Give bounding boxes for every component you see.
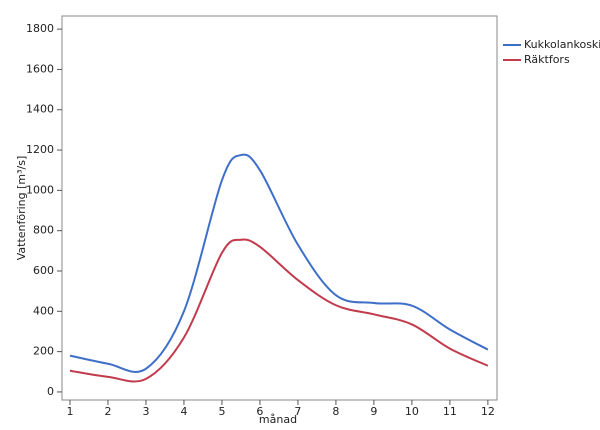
x-tick-label: 2 <box>104 405 111 418</box>
y-tick-label: 800 <box>33 224 54 237</box>
line <box>69 238 489 383</box>
y-tick-label: 1000 <box>26 183 54 196</box>
x-tick-label: 9 <box>370 405 377 418</box>
legend-label: Kukkolankoski <box>524 38 600 51</box>
x-tick-label: 6 <box>256 405 263 418</box>
line <box>69 153 489 373</box>
y-tick-label: 1400 <box>26 103 54 116</box>
y-tick-label: 400 <box>33 304 54 317</box>
x-axis-label: månad <box>259 413 297 426</box>
x-tick-label: 5 <box>218 405 225 418</box>
x-tick-label: 1 <box>66 405 73 418</box>
y-tick-label: 200 <box>33 345 54 358</box>
x-tick-label: 10 <box>405 405 419 418</box>
x-tick-label: 4 <box>180 405 187 418</box>
legend-label: Räktfors <box>524 53 570 66</box>
x-tick-label: 7 <box>294 405 301 418</box>
x-tick-label: 12 <box>481 405 495 418</box>
x-tick-label: 8 <box>332 405 339 418</box>
y-axis-label: Vattenföring [m³/s] <box>15 156 28 261</box>
y-tick-label: 1200 <box>26 143 54 156</box>
x-tick-label: 3 <box>142 405 149 418</box>
y-tick-label: 600 <box>33 264 54 277</box>
x-tick-label: 11 <box>443 405 457 418</box>
y-tick-label: 0 <box>47 385 54 398</box>
y-tick-label: 1600 <box>26 62 54 75</box>
y-tick-label: 1800 <box>26 22 54 35</box>
